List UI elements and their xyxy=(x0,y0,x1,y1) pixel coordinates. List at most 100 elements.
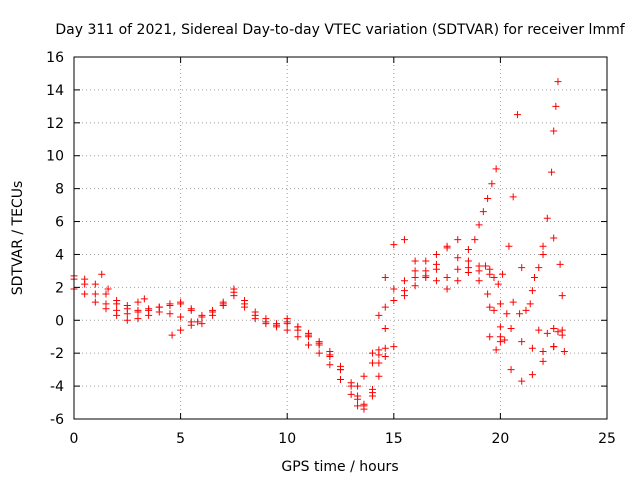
data-point xyxy=(479,208,487,216)
data-point xyxy=(422,273,430,281)
data-point xyxy=(315,339,323,347)
data-point xyxy=(381,325,389,332)
data-point xyxy=(539,357,547,365)
data-point xyxy=(91,298,99,306)
data-point xyxy=(375,311,383,319)
data-point xyxy=(464,264,472,272)
data-point xyxy=(145,306,153,314)
x-tick-label: 25 xyxy=(598,431,616,447)
data-point xyxy=(337,376,344,384)
data-point xyxy=(347,382,355,390)
data-point xyxy=(140,295,148,303)
data-point xyxy=(539,242,547,250)
data-point xyxy=(273,321,281,329)
series-s10 xyxy=(354,344,389,390)
y-tick-label: 2 xyxy=(55,280,64,296)
data-point xyxy=(513,111,521,119)
data-point xyxy=(552,102,560,110)
data-point xyxy=(134,308,142,316)
y-tick-label: -6 xyxy=(50,412,64,428)
data-point xyxy=(464,246,472,254)
data-point xyxy=(443,244,451,252)
data-point xyxy=(91,280,99,288)
data-point xyxy=(550,234,558,242)
x-tick-label: 5 xyxy=(176,431,185,447)
data-point xyxy=(539,250,547,258)
data-point xyxy=(390,343,398,351)
data-point xyxy=(543,329,551,337)
data-point xyxy=(166,301,174,309)
data-point xyxy=(198,320,206,328)
data-point xyxy=(326,361,334,369)
x-tick-label: 20 xyxy=(491,431,509,447)
data-point xyxy=(454,277,462,285)
data-point xyxy=(496,323,504,331)
data-point xyxy=(501,336,509,344)
data-point xyxy=(104,285,112,293)
data-point xyxy=(113,306,121,314)
data-point xyxy=(492,346,500,354)
data-point xyxy=(98,270,106,278)
y-tick-label: -2 xyxy=(50,346,64,362)
data-point xyxy=(155,303,163,311)
data-point xyxy=(484,290,492,298)
data-point xyxy=(368,349,376,357)
data-point xyxy=(177,300,185,308)
series-s5 xyxy=(486,78,562,354)
data-point xyxy=(411,273,419,281)
data-point xyxy=(81,290,89,298)
y-axis-label: SDTVAR / TECUs xyxy=(10,181,26,296)
data-point xyxy=(432,250,440,258)
data-point xyxy=(550,343,558,351)
data-point xyxy=(507,366,515,374)
data-point xyxy=(560,348,568,356)
data-point xyxy=(528,287,536,295)
data-point xyxy=(531,273,539,281)
series-s8 xyxy=(168,318,202,339)
data-point xyxy=(177,313,185,321)
data-point xyxy=(411,267,419,275)
data-point xyxy=(411,282,419,290)
data-point xyxy=(471,236,479,244)
data-point xyxy=(113,297,121,305)
data-point xyxy=(187,321,195,329)
data-point xyxy=(539,348,547,356)
data-point xyxy=(443,285,451,293)
data-point xyxy=(432,277,440,285)
data-point xyxy=(464,257,472,265)
data-point xyxy=(381,352,389,360)
chart-title: Day 311 of 2021, Sidereal Day-to-day VTE… xyxy=(55,22,625,38)
data-point xyxy=(503,310,511,318)
data-point xyxy=(518,264,526,272)
x-tick-label: 10 xyxy=(278,431,296,447)
y-tick-label: 4 xyxy=(55,247,64,263)
data-point xyxy=(454,254,462,262)
data-point xyxy=(198,313,206,321)
data-point xyxy=(554,328,562,336)
grid xyxy=(74,57,607,419)
data-point xyxy=(381,273,389,281)
data-point xyxy=(134,298,142,306)
data-point xyxy=(241,300,249,308)
data-point xyxy=(486,333,494,341)
data-point xyxy=(294,333,302,341)
data-point xyxy=(454,265,462,273)
y-tick-label: 0 xyxy=(55,313,64,329)
data-point xyxy=(558,326,566,334)
data-point xyxy=(354,382,362,390)
data-point xyxy=(535,326,543,334)
data-point xyxy=(411,257,419,265)
data-point xyxy=(475,277,483,285)
data-point xyxy=(368,359,376,367)
series-s4 xyxy=(368,165,500,357)
data-point xyxy=(283,326,291,334)
data-point xyxy=(337,366,344,374)
data-point xyxy=(381,303,389,311)
data-point xyxy=(230,288,238,296)
data-point xyxy=(486,265,494,273)
data-point xyxy=(490,273,498,281)
data-point xyxy=(81,280,89,288)
data-point xyxy=(390,241,398,249)
data-point xyxy=(518,338,526,346)
data-point xyxy=(134,315,142,323)
